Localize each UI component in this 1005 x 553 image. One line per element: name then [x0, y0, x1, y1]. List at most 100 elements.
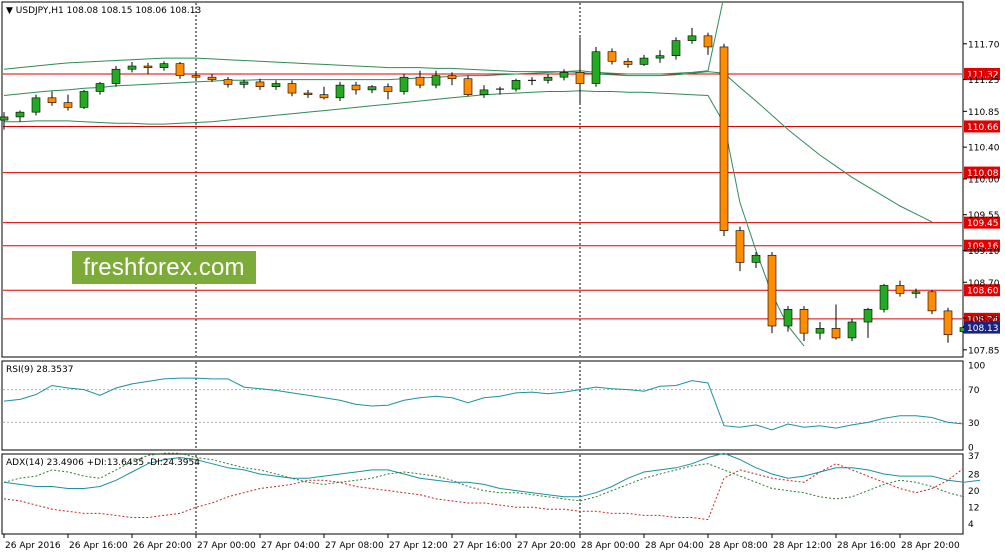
candle-body: [447, 75, 457, 80]
candle: [223, 77, 233, 88]
current-price-badge: [964, 321, 1000, 334]
candle-body: [287, 83, 297, 94]
candle-body: [703, 35, 713, 48]
candle-body: [735, 230, 745, 263]
candle-body: [431, 75, 441, 86]
candle-body: [719, 46, 729, 231]
candle-body: [415, 76, 425, 86]
candle-body: [111, 68, 121, 84]
price-tick-label: 108.70: [968, 279, 1000, 289]
candle: [127, 62, 137, 73]
adx-tick-label: 12: [968, 504, 979, 514]
time-tick-label: 28 Apr 20:00: [901, 541, 960, 551]
candle: [783, 306, 793, 332]
level-badge-label: 109.45: [967, 219, 999, 229]
rsi-line: [3, 377, 965, 431]
candle: [111, 66, 121, 87]
candle-body: [863, 309, 873, 323]
candle: [687, 27, 697, 44]
candle-body: [95, 83, 105, 92]
candle: [271, 80, 281, 90]
candle: [799, 306, 809, 342]
candle: [63, 94, 73, 111]
candle-body: [927, 291, 937, 312]
level-badge: [964, 67, 1000, 80]
candle: [591, 46, 601, 87]
candle: [895, 280, 905, 297]
rsi-tick-label: 100: [968, 362, 985, 372]
adx-pane[interactable]: [1, 452, 981, 535]
candle: [911, 288, 921, 299]
level-badge-label: 110.66: [967, 123, 999, 133]
candle-body: [303, 92, 313, 95]
level-badge-label: 111.32: [967, 70, 999, 80]
rsi-pane[interactable]: [1, 360, 965, 451]
candle-body: [943, 310, 953, 336]
candle: [831, 304, 841, 340]
candle-body: [223, 79, 233, 85]
candle-body: [399, 76, 409, 92]
candle: [511, 78, 521, 92]
adx-tick-label: 28: [968, 471, 980, 481]
candle-body: [575, 72, 585, 84]
candle: [383, 83, 393, 100]
adx-line: [3, 452, 981, 498]
time-tick-label: 28 Apr 00:00: [581, 541, 640, 551]
time-tick-label: 28 Apr 08:00: [709, 541, 768, 551]
time-tick-label: 27 Apr 12:00: [389, 541, 448, 551]
level-badge: [964, 216, 1000, 229]
candle: [31, 94, 41, 116]
candle: [559, 69, 569, 81]
candle: [47, 91, 57, 106]
rsi-tick-label: 0: [968, 444, 974, 454]
time-tick-label: 28 Apr 16:00: [837, 541, 896, 551]
candle-body: [767, 254, 777, 327]
candle-body: [463, 78, 473, 95]
candle-body: [751, 254, 761, 263]
adx-tick-label: 37: [968, 452, 979, 462]
candle-body: [319, 94, 329, 99]
price-axis: 111.32110.66110.08109.45109.16108.60108.…: [963, 40, 1000, 530]
candle: [719, 43, 729, 237]
time-tick-label: 27 Apr 04:00: [261, 541, 320, 551]
symbol-dropdown-icon[interactable]: ▼: [6, 6, 13, 16]
candle: [79, 89, 89, 109]
level-badge: [964, 239, 1000, 252]
candle: [735, 226, 745, 272]
candle-body: [255, 81, 265, 88]
candle: [239, 79, 249, 89]
candle-body: [335, 84, 345, 99]
candle: [463, 75, 473, 97]
candle: [575, 37, 585, 105]
candle: [528, 77, 536, 86]
time-tick-label: 26 Apr 2016: [5, 541, 61, 551]
adx-title: ADX(14) 23.4906 +DI:13.6435 -DI:24.3954: [6, 458, 200, 468]
candle-body: [639, 57, 649, 65]
candle: [479, 85, 489, 98]
candle-body: [783, 309, 793, 327]
candle: [0, 112, 9, 130]
candle-body: [559, 72, 569, 78]
price-tick-label: 107.85: [968, 346, 1000, 356]
time-tick-label: 27 Apr 16:00: [453, 541, 512, 551]
candle: [335, 81, 345, 102]
candle-body: [143, 65, 153, 68]
rsi-tick-label: 70: [968, 386, 980, 396]
candle: [159, 61, 169, 71]
minus-di-line: [3, 463, 965, 521]
candle: [655, 50, 665, 63]
candle-body: [351, 84, 361, 91]
candle: [191, 72, 201, 81]
time-tick-label: 27 Apr 20:00: [517, 541, 576, 551]
candle-body: [655, 55, 665, 59]
candle: [447, 72, 457, 86]
upper-band-line: [3, 3, 724, 75]
price-tick-label: 111.70: [968, 40, 1000, 50]
rsi-tick-label: 30: [968, 419, 980, 429]
candle-body: [15, 111, 25, 118]
price-pane[interactable]: [0, 0, 969, 358]
price-tick-label: 110.40: [968, 144, 1000, 154]
candle-body: [383, 86, 393, 92]
candle-body: [607, 51, 617, 62]
